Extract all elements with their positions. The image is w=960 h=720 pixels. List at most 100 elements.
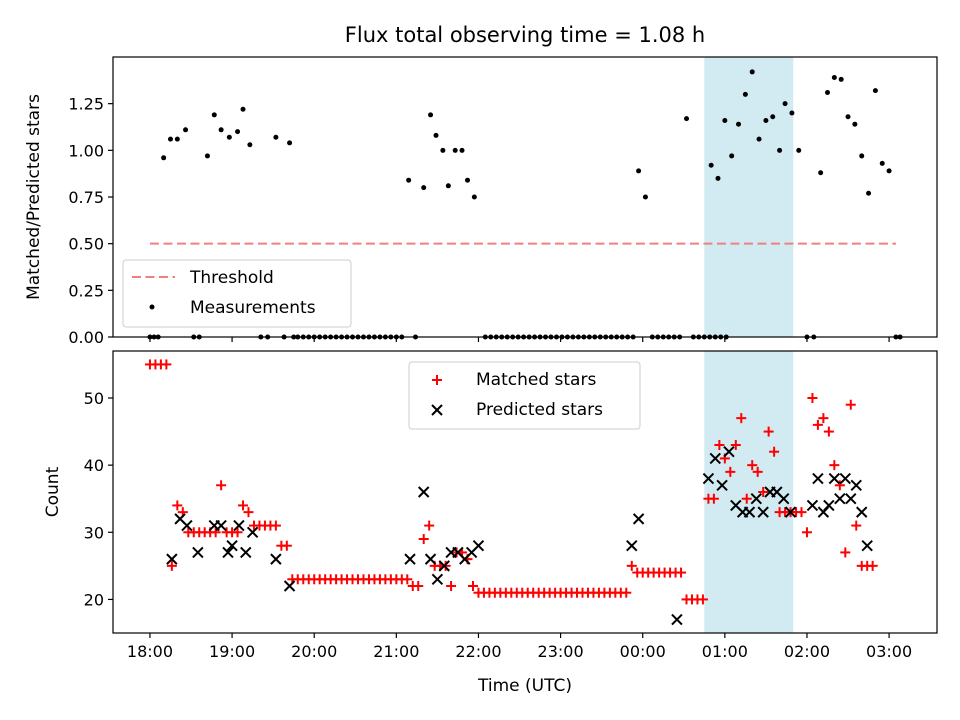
matched-star-point <box>621 587 632 598</box>
predicted-star-point <box>222 546 234 559</box>
predicted-star-point <box>270 553 282 565</box>
predicted-star-point <box>418 486 430 498</box>
predicted-star-point <box>192 546 204 559</box>
count-panel: 20 30 40 50 18:00 19:00 20:00 21:00 22:00 23:00 0… <box>43 350 938 696</box>
predicted-star-point <box>750 493 763 505</box>
predicted-star-point <box>834 493 846 505</box>
x-tick-label: 18:00 <box>127 642 173 661</box>
predicted-star-point <box>424 553 437 565</box>
predicted-star-point <box>850 479 862 491</box>
matched-star-point <box>161 359 172 370</box>
legend-box <box>122 259 352 328</box>
predicted-star-point <box>812 472 824 485</box>
predicted-star-point <box>716 479 728 491</box>
highlight-span <box>704 351 794 633</box>
x-tick-label: 03:00 <box>866 642 912 661</box>
measurement-point <box>756 136 762 142</box>
matched-star-point <box>730 440 741 450</box>
measurement-point <box>273 134 279 140</box>
matched-star-point <box>796 507 807 518</box>
predicted-star-point <box>632 513 645 525</box>
x-tick-label: 21:00 <box>373 642 419 661</box>
predicted-star-point <box>226 540 238 552</box>
predicted-star-point <box>626 540 638 552</box>
measurement-point <box>465 177 471 183</box>
predicted-star-point <box>723 446 735 458</box>
predicted-star-point <box>743 506 756 518</box>
predicted-star-point <box>215 519 227 532</box>
y-tick-label: 1.25 <box>68 95 104 114</box>
y-tick-label: 0.75 <box>68 188 104 207</box>
measurement-point <box>824 89 830 95</box>
measurement-point <box>782 101 788 107</box>
measurement-point <box>174 136 180 142</box>
measurement-point <box>287 140 293 146</box>
measurement-point <box>729 153 735 159</box>
matched-star-point <box>741 493 752 504</box>
matched-star-point <box>829 460 840 471</box>
y-tick-label: 20 <box>84 590 104 609</box>
matched-star-point <box>402 574 413 585</box>
legend-predicted-label: Predicted stars <box>476 400 603 420</box>
matched-star-point <box>418 534 429 544</box>
matched-star-point <box>834 480 845 491</box>
measurement-point <box>433 132 439 138</box>
x-tick-label: 19:00 <box>209 642 255 661</box>
chart-title: Flux total observing time = 1.08 h <box>345 23 705 47</box>
matched-star-point <box>210 527 221 538</box>
matched-star-point <box>752 466 763 477</box>
measurement-point <box>818 170 824 176</box>
measurement-point <box>708 162 714 168</box>
x-tick-label: 01:00 <box>702 642 748 661</box>
measurement-point <box>167 136 173 142</box>
measurement-point <box>161 155 167 161</box>
y-tick-label: 1.00 <box>68 141 104 160</box>
legend: Threshold Measurements <box>122 259 352 328</box>
measurement-point <box>684 116 690 122</box>
matched-star-point <box>467 581 478 591</box>
measurement-point <box>796 147 802 153</box>
predicted-star-point <box>438 560 450 572</box>
measurement-point <box>440 147 446 153</box>
x-tick-label: 22:00 <box>455 642 501 661</box>
matched-star-point <box>270 520 281 531</box>
measurement-point <box>204 153 210 159</box>
matched-star-point <box>424 520 435 531</box>
predicted-star-point <box>472 540 485 552</box>
matched-star-point <box>736 413 747 424</box>
measurement-point <box>235 129 241 135</box>
predicted-star-point <box>777 493 790 505</box>
legend-threshold-label: Threshold <box>189 268 274 288</box>
measurement-point <box>406 177 412 183</box>
predicted-star-point <box>181 519 193 532</box>
measurement-point <box>218 127 224 133</box>
legend-box <box>408 361 641 430</box>
y-tick-label: 30 <box>84 523 104 542</box>
measurement-point <box>736 121 742 127</box>
x-tick-label: 00:00 <box>620 642 666 661</box>
measurement-point <box>642 194 648 200</box>
matched-star-point <box>413 581 424 591</box>
matched-star-point <box>725 466 736 477</box>
legend-matched-label: Matched stars <box>476 370 596 390</box>
predicted-star-point <box>240 546 252 559</box>
predicted-star-point <box>861 540 873 552</box>
measurement-point <box>211 112 217 118</box>
matched-star-point <box>697 594 708 605</box>
measurement-point <box>763 117 769 123</box>
predicted-star-point <box>246 526 259 538</box>
x-axis-ticks: 18:00 19:00 20:00 21:00 22:00 23:00 00:00 01:00… <box>127 633 912 661</box>
measurement-point <box>838 76 844 82</box>
y-tick-label: 0.25 <box>68 281 104 300</box>
measurement-point <box>831 75 837 81</box>
predicted-star-point <box>671 613 683 626</box>
matched-star-point <box>823 426 834 437</box>
x-tick-label: 02:00 <box>784 642 830 661</box>
measurement-point <box>866 190 872 196</box>
measurement-point <box>742 91 748 97</box>
measurement-point <box>226 134 232 140</box>
y-tick-label: 40 <box>84 456 104 475</box>
x-tick-label: 20:00 <box>291 642 337 661</box>
measurement-point <box>879 160 885 166</box>
